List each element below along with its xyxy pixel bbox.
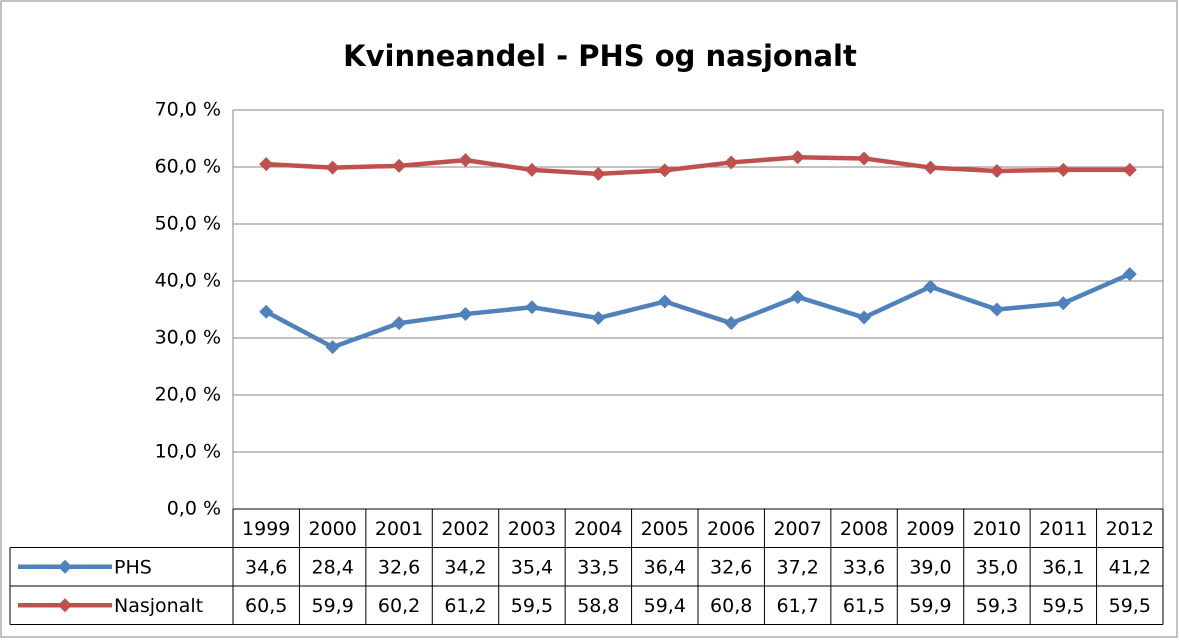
series-line (266, 155, 1130, 177)
marker (458, 307, 473, 322)
marker (524, 162, 539, 177)
table-value: 36,4 (644, 556, 686, 578)
x-tick-label: 1999 (242, 518, 290, 540)
table-value: 33,5 (577, 556, 619, 578)
marker (392, 158, 407, 173)
x-tick-label: 2002 (441, 518, 489, 540)
table-value: 41,2 (1109, 556, 1151, 578)
legend-marker (58, 598, 72, 613)
table-value: 61,2 (444, 595, 486, 617)
marker (1056, 162, 1071, 177)
marker (923, 279, 938, 294)
table-value: 37,2 (776, 556, 818, 578)
table-value: 32,6 (378, 556, 420, 578)
x-tick-label: 2003 (508, 518, 556, 540)
x-tick-label: 2012 (1106, 518, 1154, 540)
marker (989, 302, 1004, 317)
table-value: 32,6 (710, 556, 752, 578)
marker (724, 155, 739, 170)
y-tick-label: 30,0 % (155, 327, 221, 349)
marker (989, 163, 1004, 178)
y-tick-label: 10,0 % (155, 441, 221, 463)
chart-title: Kvinneandel - PHS og nasjonalt (343, 39, 857, 73)
x-tick-label: 2011 (1039, 518, 1087, 540)
marker (657, 163, 672, 178)
marker (591, 311, 606, 326)
marker (458, 153, 473, 168)
table-value: 39,0 (909, 556, 951, 578)
marker (1122, 267, 1137, 282)
x-tick-label: 2004 (574, 518, 622, 540)
table-value: 59,3 (976, 595, 1018, 617)
legend-label: PHS (114, 556, 152, 578)
marker (259, 304, 274, 319)
table-value: 60,2 (378, 595, 420, 617)
x-tick-label: 2006 (707, 518, 755, 540)
table-value: 59,9 (311, 595, 353, 617)
marker (923, 160, 938, 175)
y-tick-label: 40,0 % (155, 270, 221, 292)
x-tick-label: 2010 (973, 518, 1021, 540)
table-value: 61,5 (843, 595, 885, 617)
table-value: 59,5 (511, 595, 553, 617)
marker (857, 151, 872, 166)
table-value: 59,5 (1042, 595, 1084, 617)
table-value: 58,8 (577, 595, 619, 617)
x-tick-label: 2008 (840, 518, 888, 540)
y-tick-label: 50,0 % (155, 213, 221, 235)
marker (1122, 162, 1137, 177)
marker (790, 150, 805, 165)
y-tick-label: 0,0 % (167, 498, 221, 520)
x-tick-label: 2007 (773, 518, 821, 540)
x-tick-label: 2009 (906, 518, 954, 540)
table-value: 59,5 (1109, 595, 1151, 617)
table-value: 59,4 (644, 595, 686, 617)
table-value: 60,8 (710, 595, 752, 617)
legend-label: Nasjonalt (114, 595, 203, 617)
marker (591, 166, 606, 181)
table-value: 33,6 (843, 556, 885, 578)
marker (790, 289, 805, 304)
x-tick-label: 2000 (308, 518, 356, 540)
y-tick-label: 70,0 % (155, 99, 221, 121)
table-value: 34,6 (245, 556, 287, 578)
table-value: 35,0 (976, 556, 1018, 578)
table-value: 61,7 (776, 595, 818, 617)
table-value: 28,4 (311, 556, 353, 578)
x-tick-label: 2001 (375, 518, 423, 540)
y-tick-label: 60,0 % (155, 156, 221, 178)
marker (259, 157, 274, 172)
marker (325, 340, 340, 355)
table-value: 35,4 (511, 556, 553, 578)
table-value: 60,5 (245, 595, 287, 617)
marker (1056, 296, 1071, 311)
table-value: 59,9 (909, 595, 951, 617)
marker (524, 300, 539, 315)
table-value: 36,1 (1042, 556, 1084, 578)
marker (325, 160, 340, 175)
x-tick-label: 2005 (641, 518, 689, 540)
legend-marker (58, 559, 72, 574)
marker (392, 316, 407, 331)
y-tick-label: 20,0 % (155, 384, 221, 406)
marker (724, 316, 739, 331)
table-value: 34,2 (444, 556, 486, 578)
series-line (265, 272, 1131, 350)
marker (857, 310, 872, 325)
marker (657, 294, 672, 309)
